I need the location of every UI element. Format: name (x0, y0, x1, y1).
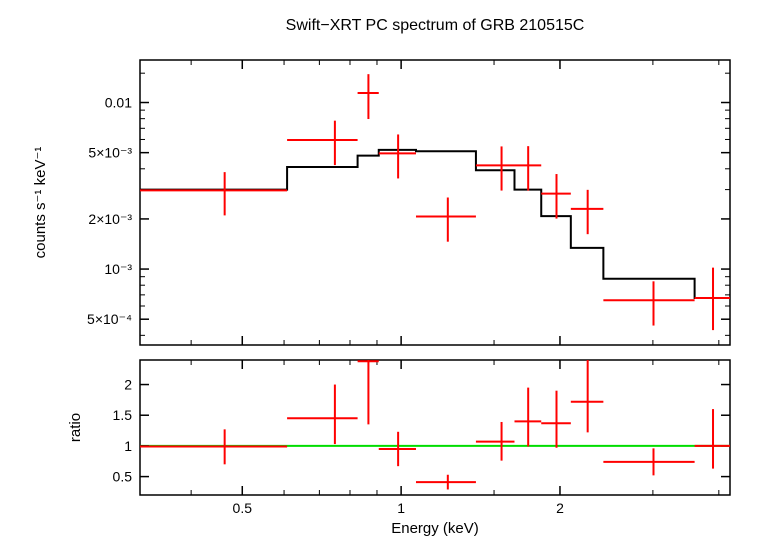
svg-text:2×10⁻³: 2×10⁻³ (88, 211, 132, 227)
svg-text:0.5: 0.5 (233, 500, 253, 516)
svg-text:1: 1 (124, 438, 132, 454)
svg-text:5×10⁻³: 5×10⁻³ (88, 145, 132, 161)
svg-text:Energy (keV): Energy (keV) (391, 520, 479, 537)
chart-container: Swift−XRT PC spectrum of GRB 210515C 5×10… (0, 0, 758, 556)
svg-text:1.5: 1.5 (113, 407, 133, 423)
svg-text:10⁻³: 10⁻³ (104, 261, 132, 277)
svg-text:1: 1 (397, 500, 405, 516)
svg-text:0.01: 0.01 (105, 95, 132, 111)
svg-text:2: 2 (556, 500, 564, 516)
svg-text:Swift−XRT PC spectrum of GRB 2: Swift−XRT PC spectrum of GRB 210515C (286, 17, 585, 34)
spectrum-chart: Swift−XRT PC spectrum of GRB 210515C 5×10… (0, 0, 758, 556)
svg-text:counts s⁻¹ keV⁻¹: counts s⁻¹ keV⁻¹ (32, 147, 49, 259)
svg-text:ratio: ratio (67, 413, 84, 442)
svg-text:2: 2 (124, 377, 132, 393)
svg-text:5×10⁻⁴: 5×10⁻⁴ (87, 311, 132, 327)
svg-text:0.5: 0.5 (113, 469, 133, 485)
